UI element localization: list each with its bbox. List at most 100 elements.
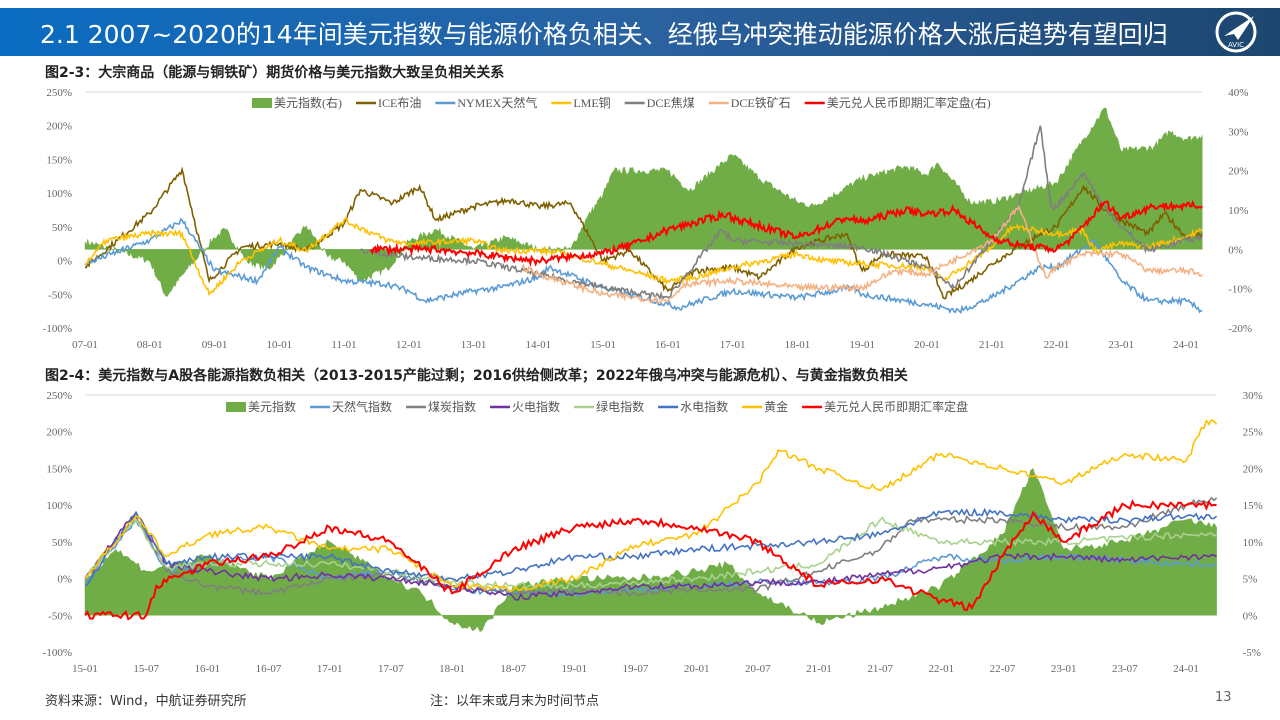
legend-label: 黄金 [764, 399, 788, 414]
x-tick-label: 18-01 [439, 663, 465, 675]
y2-tick-label: 10% [1228, 205, 1248, 217]
y-tick-label: 100% [46, 500, 72, 512]
x-tick-label: 23-01 [1051, 663, 1077, 675]
y2-tick-label: 10% [1243, 537, 1263, 549]
chart2-energy-indices-vs-dollar: 250% 200% 150% 100% 50% 0% -50% -100% 30% 25% 20% 1… [43, 390, 1263, 675]
y2-tick-label: 0% [1228, 244, 1243, 256]
x-tick-label: 17-01 [720, 339, 746, 351]
y-tick-label: -100% [43, 323, 72, 335]
series-4-line [84, 516, 1217, 590]
footnote: 注：以年末或月末为时间节点 [430, 694, 600, 709]
x-tick-label: 14-01 [526, 339, 552, 351]
y-tick-label: 100% [46, 188, 72, 200]
legend-label: 美元兑人民币即期汇率定盘(右) [827, 95, 991, 110]
chart1-commodities-vs-dollar: 250% 200% 150% 100% 50% 0% -50% -100% 40% 30% 20% 1… [43, 87, 1252, 351]
y-tick-label: 50% [52, 222, 72, 234]
x-tick-label: 20-01 [684, 663, 710, 675]
series-6-line [84, 418, 1218, 593]
series-3-line [84, 510, 1217, 601]
title-bar: 2.1 2007~2020的14年间美元指数与能源价格负相关、经俄乌冲突推动能源… [0, 8, 1280, 56]
y2-tick-label: 0% [1243, 610, 1258, 622]
x-tick-label: 17-07 [378, 663, 404, 675]
x-tick-label: 24-01 [1173, 339, 1199, 351]
y-tick-label: -50% [48, 610, 72, 622]
y2-tick-label: 15% [1243, 500, 1263, 512]
x-tick-label: 15-01 [72, 663, 98, 675]
y-tick-label: 150% [46, 463, 72, 475]
legend-label: 天然气指数 [332, 399, 392, 414]
y2-tick-label: 30% [1228, 126, 1248, 138]
x-tick-label: 18-01 [785, 339, 811, 351]
series-6-line [370, 199, 1203, 268]
x-tick-label: 11-01 [331, 339, 356, 351]
series-7-line [84, 499, 1217, 621]
y2-tick-label: -5% [1243, 647, 1261, 659]
y2-tick-label: 20% [1228, 166, 1248, 178]
svg-text:AVIC: AVIC [1228, 41, 1244, 49]
x-tick-label: 21-07 [867, 663, 893, 675]
x-tick-label: 16-01 [194, 663, 220, 675]
legend-label: 水电指数 [680, 399, 728, 414]
x-tick-label: 22-01 [1044, 339, 1070, 351]
y-tick-label: -50% [48, 289, 72, 301]
x-tick-label: 18-07 [500, 663, 526, 675]
y2-tick-label: -10% [1228, 284, 1252, 296]
x-tick-label: 23-01 [1108, 339, 1134, 351]
series-4-line [359, 125, 1203, 302]
chart1-title: 图2-3：大宗商品（能源与铜铁矿）期货价格与美元指数大致呈负相关关系 [45, 65, 505, 81]
avic-logo-icon: AVIC [1215, 11, 1257, 53]
x-tick-label: 10-01 [266, 339, 292, 351]
y-tick-label: 250% [46, 390, 72, 402]
x-tick-label: 13-01 [461, 339, 487, 351]
x-tick-label: 24-01 [1173, 663, 1199, 675]
y-tick-label: 250% [46, 87, 72, 99]
legend-label: 火电指数 [512, 399, 560, 414]
x-tick-label: 16-01 [655, 339, 681, 351]
legend-label: LME铜 [573, 95, 610, 110]
y2-tick-label: 20% [1243, 463, 1263, 475]
legend-label: ICE布油 [378, 96, 421, 110]
legend-label: NYMEX天然气 [457, 95, 537, 110]
y2-tick-label: 5% [1243, 574, 1258, 586]
y-tick-label: 200% [46, 121, 72, 133]
x-tick-label: 21-01 [979, 339, 1005, 351]
x-tick-label: 15-07 [133, 663, 159, 675]
x-tick-label: 21-01 [806, 663, 832, 675]
legend-label: 美元指数 [248, 399, 296, 414]
x-tick-label: 19-01 [849, 339, 875, 351]
y2-tick-label: 30% [1243, 390, 1263, 402]
series-1-line [84, 518, 1217, 598]
x-tick-label: 23-07 [1112, 663, 1138, 675]
series-0-area [84, 467, 1217, 633]
x-tick-label: 07-01 [72, 339, 98, 351]
series-0-area [84, 107, 1203, 297]
legend-label: DCE铁矿石 [731, 96, 791, 110]
x-tick-label: 15-01 [590, 339, 616, 351]
y2-tick-label: 25% [1243, 427, 1263, 439]
x-tick-label: 19-01 [561, 663, 587, 675]
x-tick-label: 09-01 [202, 339, 228, 351]
series-5-line [84, 507, 1218, 587]
y-tick-label: 0% [57, 574, 72, 586]
x-tick-label: 17-01 [317, 663, 343, 675]
y-tick-label: 200% [46, 427, 72, 439]
x-tick-label: 16-07 [256, 663, 282, 675]
y-tick-label: -100% [43, 647, 72, 659]
y2-tick-label: 40% [1228, 87, 1248, 99]
legend-label: 美元指数(右) [274, 95, 342, 110]
legend-label: DCE焦煤 [647, 96, 695, 110]
x-tick-label: 22-07 [990, 663, 1016, 675]
y-tick-label: 50% [52, 537, 72, 549]
x-tick-label: 20-01 [914, 339, 940, 351]
series-5-line [521, 204, 1203, 304]
y2-tick-label: -20% [1228, 323, 1252, 335]
page-number: 13 [1215, 690, 1232, 705]
legend-label: 绿电指数 [596, 399, 644, 414]
legend-swatch [252, 98, 272, 108]
slide-title: 2.1 2007~2020的14年间美元指数与能源价格负相关、经俄乌冲突推动能源… [40, 20, 1168, 49]
y-tick-label: 150% [46, 154, 72, 166]
x-tick-label: 19-07 [623, 663, 649, 675]
x-tick-label: 08-01 [137, 339, 163, 351]
series-3-line [84, 217, 1203, 297]
chart2-title: 图2-4：美元指数与A股各能源指数负相关（2013-2015产能过剩；2016供… [45, 368, 908, 384]
